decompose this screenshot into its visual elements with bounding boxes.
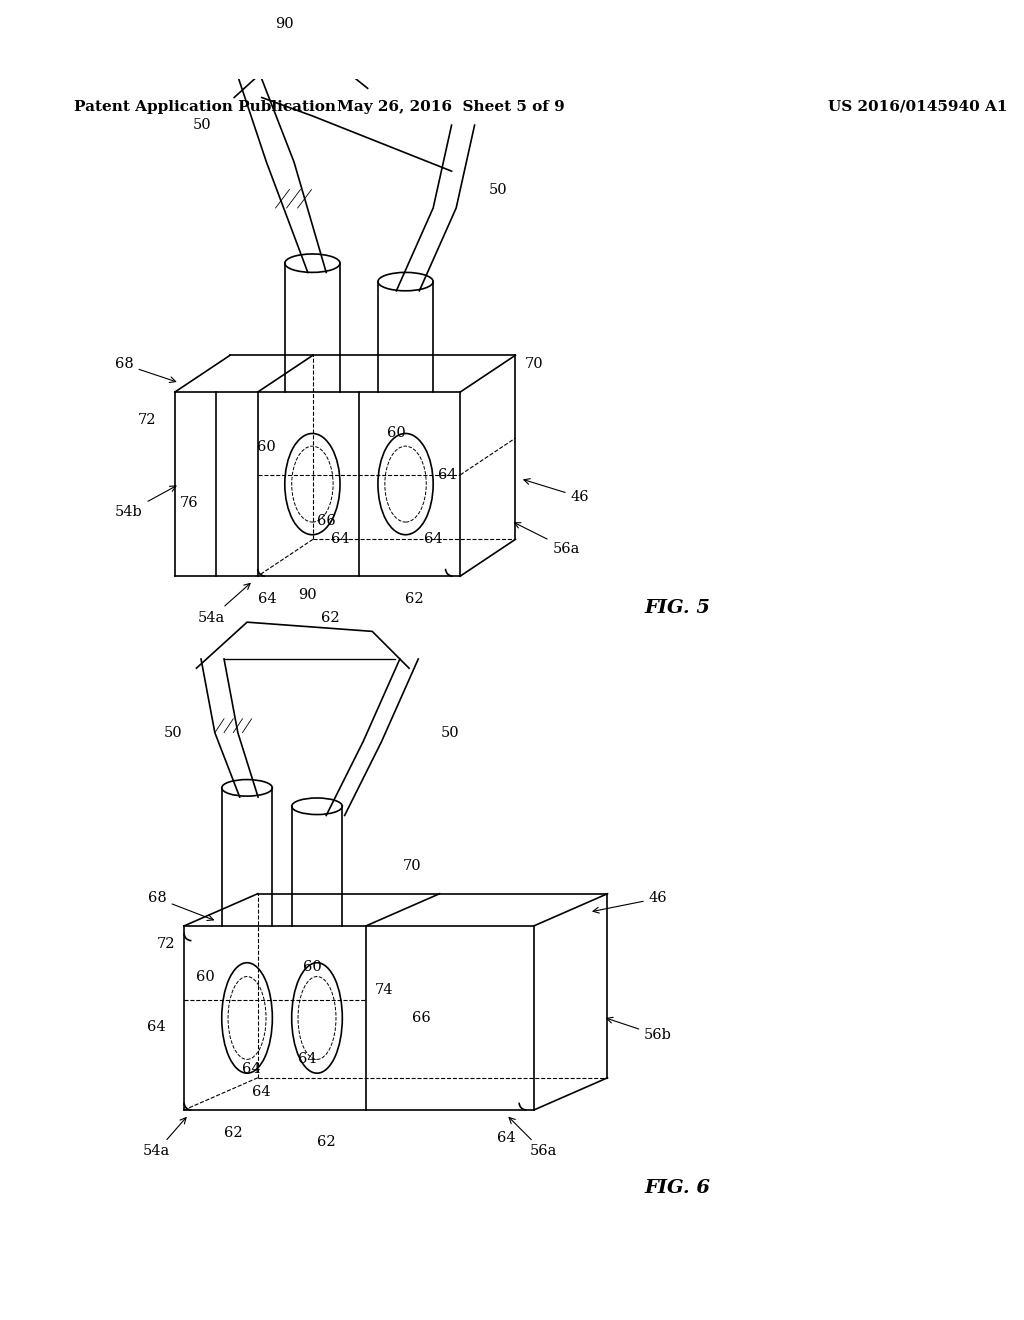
Text: US 2016/0145940 A1: US 2016/0145940 A1 [828, 100, 1008, 114]
Text: 64: 64 [497, 1131, 515, 1144]
Text: 90: 90 [275, 17, 294, 30]
Text: 60: 60 [257, 441, 275, 454]
Text: 66: 66 [317, 513, 336, 528]
Text: Patent Application Publication: Patent Application Publication [74, 100, 336, 114]
Text: 50: 50 [488, 182, 507, 197]
Text: 66: 66 [412, 1011, 430, 1024]
Text: 62: 62 [224, 1126, 243, 1140]
Text: 64: 64 [298, 1052, 317, 1067]
Text: 62: 62 [316, 1135, 336, 1150]
Text: 70: 70 [402, 859, 421, 873]
Text: May 26, 2016  Sheet 5 of 9: May 26, 2016 Sheet 5 of 9 [337, 100, 565, 114]
Text: 56a: 56a [514, 523, 580, 556]
Text: 64: 64 [258, 593, 276, 606]
Text: 60: 60 [197, 970, 215, 983]
Text: 64: 64 [437, 467, 457, 482]
Text: 72: 72 [138, 413, 157, 426]
Text: 46: 46 [593, 891, 668, 913]
Text: 68: 68 [147, 891, 213, 920]
Text: 76: 76 [179, 495, 198, 510]
Text: 62: 62 [406, 593, 424, 606]
Text: 50: 50 [164, 726, 182, 739]
Text: 54a: 54a [143, 1118, 186, 1159]
Text: 50: 50 [193, 117, 211, 132]
Text: 60: 60 [303, 961, 322, 974]
Text: 70: 70 [524, 358, 543, 371]
Text: 72: 72 [157, 937, 175, 952]
Text: 64: 64 [424, 532, 442, 546]
Text: 54a: 54a [198, 583, 250, 624]
Text: 54b: 54b [115, 486, 176, 519]
Text: 64: 64 [147, 1020, 166, 1034]
Text: 64: 64 [243, 1061, 261, 1076]
Text: 90: 90 [298, 587, 317, 602]
Text: 60: 60 [387, 426, 406, 441]
Text: 50: 50 [441, 726, 460, 739]
Text: 68: 68 [115, 358, 176, 383]
Text: 56a: 56a [509, 1118, 557, 1159]
Text: FIG. 6: FIG. 6 [644, 1179, 711, 1197]
Text: 62: 62 [322, 611, 340, 624]
Text: 56b: 56b [606, 1018, 672, 1043]
Text: 64: 64 [331, 532, 349, 546]
Text: 46: 46 [524, 479, 589, 504]
Text: 64: 64 [252, 1085, 270, 1098]
Text: FIG. 5: FIG. 5 [644, 599, 711, 618]
Text: 74: 74 [375, 983, 393, 998]
